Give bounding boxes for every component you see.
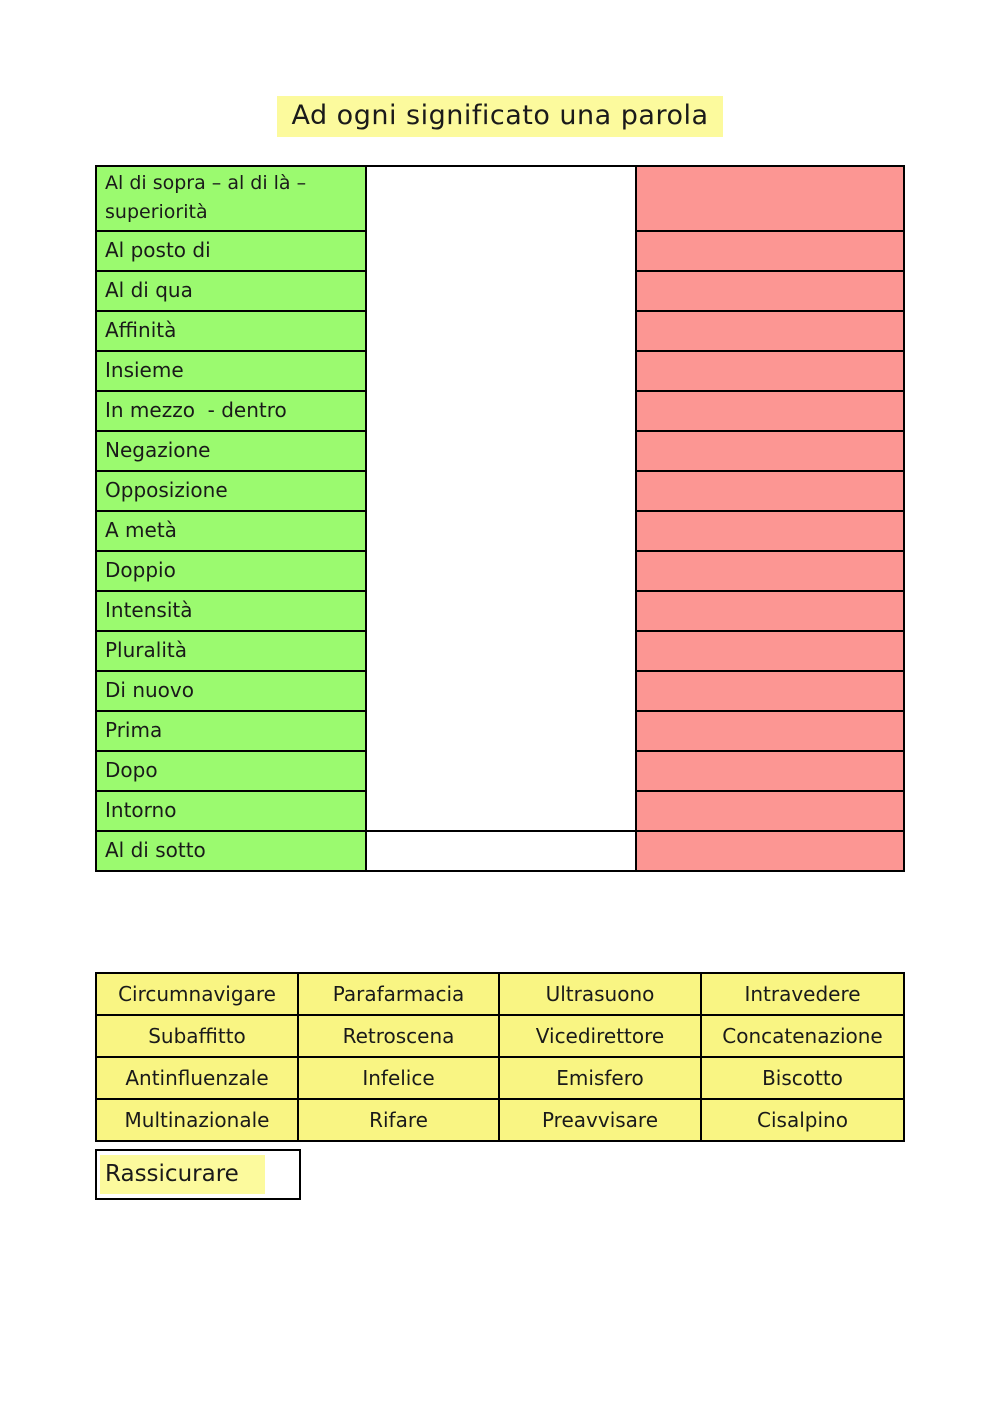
answer-cell[interactable] — [635, 629, 905, 672]
table-row: Antinfluenzale Infelice Emisfero Biscott… — [95, 1056, 905, 1100]
answer-cell[interactable] — [635, 829, 905, 872]
table-row: Prima — [95, 709, 905, 752]
extra-word-cell: Rassicurare — [95, 1149, 301, 1200]
middle-spacer-cell — [365, 829, 637, 872]
table-row: Intensità — [95, 589, 905, 632]
meanings-table: Al di sopra – al di là – superiorità Al … — [95, 165, 905, 872]
table-row: Al di sopra – al di là – superiorità — [95, 165, 905, 832]
answer-cell[interactable] — [635, 349, 905, 392]
meaning-cell: Pluralità — [95, 629, 367, 672]
table-row: Affinità — [95, 309, 905, 352]
answer-cell[interactable] — [635, 749, 905, 792]
answer-cell[interactable] — [635, 669, 905, 712]
word-cell: Multinazionale — [95, 1098, 299, 1142]
meaning-cell: Insieme — [95, 349, 367, 392]
answer-cell[interactable] — [635, 469, 905, 512]
page-title: Ad ogni significato una parola — [0, 96, 1000, 137]
meaning-cell: Opposizione — [95, 469, 367, 512]
word-cell: Concatenazione — [700, 1014, 905, 1058]
table-row: Di nuovo — [95, 669, 905, 712]
word-cell: Vicedirettore — [498, 1014, 702, 1058]
word-cell: Subaffitto — [95, 1014, 299, 1058]
answer-cell[interactable] — [635, 269, 905, 312]
meaning-cell: In mezzo - dentro — [95, 389, 367, 432]
word-cell: Preavvisare — [498, 1098, 702, 1142]
answer-cell[interactable] — [635, 309, 905, 352]
word-cell: Rifare — [297, 1098, 500, 1142]
table-row: Dopo — [95, 749, 905, 792]
meaning-cell: Al di qua — [95, 269, 367, 312]
table-row: Circumnavigare Parafarmacia Ultrasuono I… — [95, 972, 905, 1016]
word-cell: Biscotto — [700, 1056, 905, 1100]
answer-cell[interactable] — [635, 709, 905, 752]
page-title-text: Ad ogni significato una parola — [277, 96, 723, 137]
word-cell: Cisalpino — [700, 1098, 905, 1142]
table-row: In mezzo - dentro — [95, 389, 905, 432]
middle-spacer-cell — [365, 165, 637, 832]
table-row: Multinazionale Rifare Preavvisare Cisalp… — [95, 1098, 905, 1142]
word-cell: Retroscena — [297, 1014, 500, 1058]
meaning-cell: Al di sopra – al di là – superiorità — [95, 165, 367, 232]
answer-cell[interactable] — [635, 229, 905, 272]
table-row: A metà — [95, 509, 905, 552]
answer-cell[interactable] — [635, 509, 905, 552]
meaning-cell: Affinità — [95, 309, 367, 352]
word-cell: Circumnavigare — [95, 972, 299, 1016]
table-row: Al di sotto — [95, 829, 905, 872]
word-cell: Ultrasuono — [498, 972, 702, 1016]
answer-cell[interactable] — [635, 549, 905, 592]
answer-cell[interactable] — [635, 165, 905, 232]
meaning-cell: Prima — [95, 709, 367, 752]
table-row: Subaffitto Retroscena Vicedirettore Conc… — [95, 1014, 905, 1058]
word-cell: Intravedere — [700, 972, 905, 1016]
extra-word: Rassicurare — [100, 1155, 265, 1194]
meaning-cell: Al posto di — [95, 229, 367, 272]
answer-cell[interactable] — [635, 589, 905, 632]
meaning-cell: Intorno — [95, 789, 367, 832]
table-row: Insieme — [95, 349, 905, 392]
meaning-cell: Dopo — [95, 749, 367, 792]
word-cell: Infelice — [297, 1056, 500, 1100]
table-row: Pluralità — [95, 629, 905, 672]
word-cell: Antinfluenzale — [95, 1056, 299, 1100]
table-row: Opposizione — [95, 469, 905, 512]
meaning-cell: Negazione — [95, 429, 367, 472]
meaning-cell: Di nuovo — [95, 669, 367, 712]
table-row: Al posto di — [95, 229, 905, 272]
meaning-cell: A metà — [95, 509, 367, 552]
meaning-cell: Intensità — [95, 589, 367, 632]
table-row: Doppio — [95, 549, 905, 592]
word-cell: Parafarmacia — [297, 972, 500, 1016]
answer-cell[interactable] — [635, 389, 905, 432]
meaning-cell: Al di sotto — [95, 829, 367, 872]
meaning-cell: Doppio — [95, 549, 367, 592]
word-cell: Emisfero — [498, 1056, 702, 1100]
table-row: Al di qua — [95, 269, 905, 312]
table-row: Intorno — [95, 789, 905, 832]
table-row: Negazione — [95, 429, 905, 472]
word-bank-table: Circumnavigare Parafarmacia Ultrasuono I… — [95, 972, 905, 1142]
answer-cell[interactable] — [635, 789, 905, 832]
answer-cell[interactable] — [635, 429, 905, 472]
